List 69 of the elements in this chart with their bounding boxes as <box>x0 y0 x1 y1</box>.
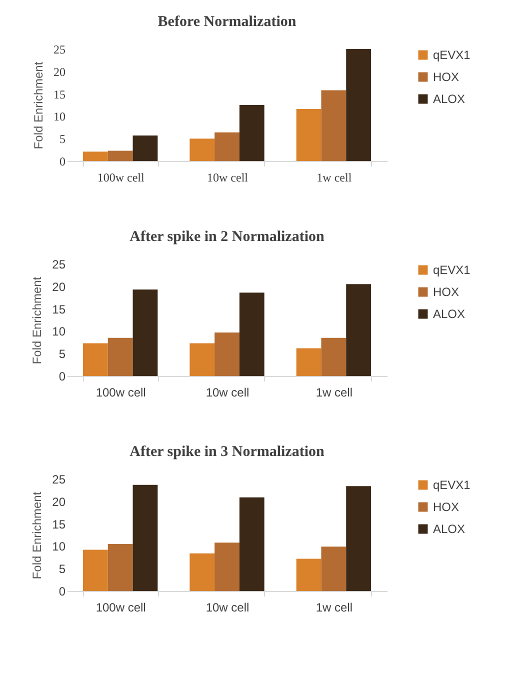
y-axis-title: Fold Enrichment <box>30 276 44 364</box>
legend-label: ALOX <box>433 522 466 536</box>
chart-title: After spike in 3 Normalization <box>130 444 326 460</box>
x-tick-label: 100w cell <box>96 386 146 400</box>
x-tick-label: 1w cell <box>316 600 353 614</box>
bar <box>214 132 240 161</box>
legend-label: qEVX1 <box>433 263 471 277</box>
y-tick-label: 5 <box>60 132 66 146</box>
chart-title: After spike in 2 Normalization <box>130 229 326 245</box>
y-tick-label: 20 <box>52 494 66 509</box>
y-tick-label: 5 <box>58 347 66 362</box>
bar <box>83 152 108 161</box>
bar <box>83 550 108 591</box>
y-tick-label: 10 <box>52 324 66 339</box>
x-tick-label: 10w cell <box>206 386 250 400</box>
y-tick-label: 10 <box>54 110 66 124</box>
bar <box>108 544 133 591</box>
x-tick-label: 10w cell <box>207 170 249 184</box>
y-tick-label: 5 <box>58 562 66 576</box>
bar <box>132 484 158 591</box>
bar <box>296 109 322 161</box>
bar <box>296 558 322 591</box>
bar <box>214 332 240 376</box>
y-tick-label: 25 <box>52 258 66 272</box>
x-tick-label: 10w cell <box>206 600 250 614</box>
y-tick-label: 0 <box>58 584 66 598</box>
y-tick-label: 15 <box>54 87 66 102</box>
x-tick-label: 1w cell <box>316 386 353 400</box>
y-axis-title: Fold Enrichment <box>32 61 46 150</box>
legend-label: qEVX1 <box>433 48 471 62</box>
bar <box>190 343 215 376</box>
bar <box>108 150 133 161</box>
y-tick-label: 20 <box>54 64 66 79</box>
y-tick-label: 20 <box>52 280 66 294</box>
bar <box>239 497 264 591</box>
y-tick-label: 25 <box>52 472 66 486</box>
bar <box>214 542 240 591</box>
bar <box>83 343 108 376</box>
legend-label: HOX <box>433 500 460 514</box>
bar <box>321 338 346 376</box>
y-tick-label: 0 <box>60 154 66 168</box>
legend-label: HOX <box>433 285 460 299</box>
bar <box>132 135 158 161</box>
bar <box>346 49 371 161</box>
y-tick-label: 15 <box>52 302 66 316</box>
legend-label: qEVX1 <box>433 478 471 492</box>
bar <box>346 486 371 591</box>
bar <box>190 138 215 161</box>
y-tick-label: 15 <box>52 517 66 532</box>
x-tick-label: 100w cell <box>96 600 146 614</box>
x-tick-label: 1w cell <box>316 170 352 184</box>
bar <box>239 292 264 376</box>
y-axis-title: Fold Enrichment <box>30 491 44 580</box>
bar <box>108 338 133 376</box>
bar <box>296 348 322 376</box>
y-tick-label: 10 <box>52 540 66 554</box>
bar <box>239 105 264 161</box>
legend-label: ALOX <box>433 92 466 106</box>
y-tick-label: 0 <box>58 370 66 384</box>
bar <box>321 546 346 591</box>
bar <box>132 290 158 376</box>
chart-title: Before Normalization <box>158 14 297 30</box>
y-tick-label: 25 <box>54 42 66 56</box>
bar <box>190 553 215 591</box>
bar <box>346 284 371 376</box>
legend-label: ALOX <box>433 307 466 321</box>
x-tick-label: 100w cell <box>97 170 145 184</box>
bar <box>321 90 346 161</box>
legend-label: HOX <box>433 70 460 84</box>
